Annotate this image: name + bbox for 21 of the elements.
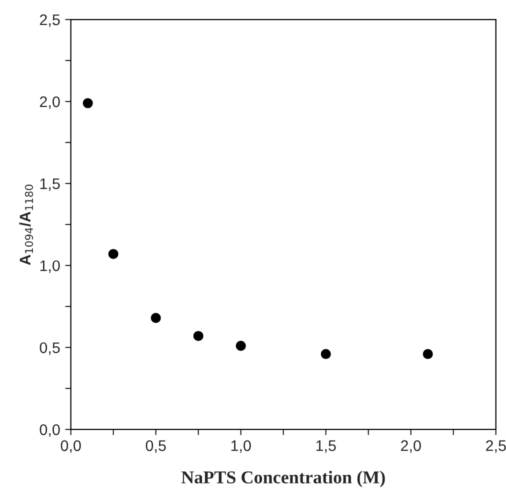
point (193, 330, 204, 342)
x-tick-label: 1,0 (231, 440, 251, 453)
point (82, 98, 93, 108)
x-tick-label: 1,5 (316, 440, 336, 453)
point (320, 348, 331, 360)
y-tick-label: 1,5 (40, 178, 60, 191)
point (422, 348, 433, 360)
x-tick-label: 0,5 (146, 440, 166, 453)
y-tick-label: 2,5 (40, 14, 60, 28)
y-tick-label: 1,0 (40, 260, 60, 273)
point (108, 248, 118, 260)
x-tick-label: 0,0 (60, 440, 81, 453)
y-axis-title: A$_{1094}$/A$_{1180}$ (19, 184, 34, 266)
x-tick-label: 2,5 (486, 440, 506, 453)
point (236, 340, 246, 351)
y-tick-label: 0,0 (40, 424, 60, 437)
point (150, 312, 161, 323)
y-tick-label: 0,5 (40, 342, 60, 355)
x-tick-label: 2,0 (401, 440, 421, 453)
y-tick-label: 2,0 (40, 96, 60, 109)
x-axis-title: NaPTS Concentration (M) (181, 470, 385, 488)
